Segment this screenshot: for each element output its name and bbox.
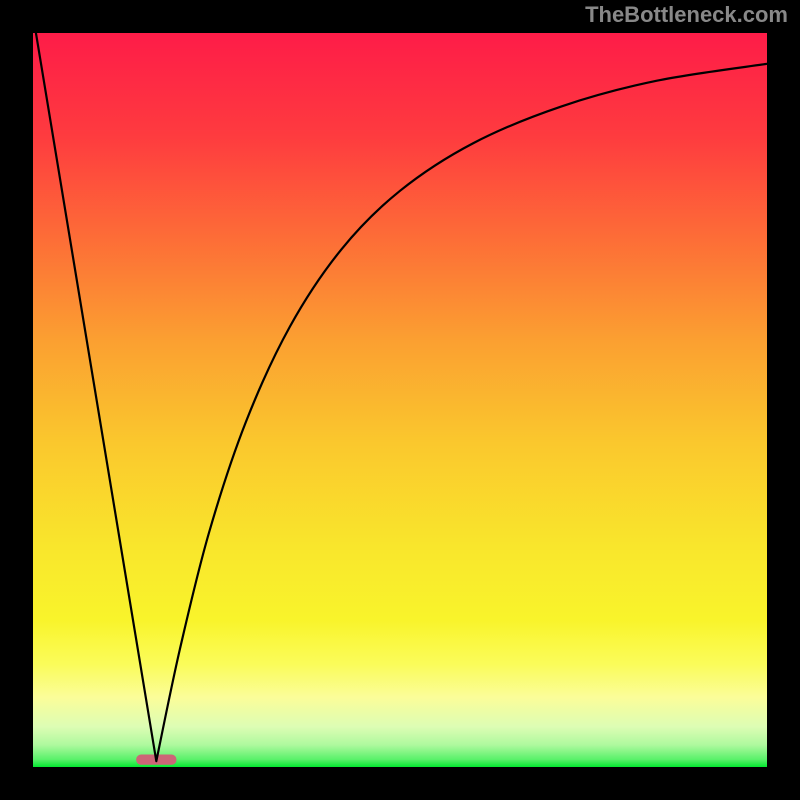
chart-gradient-background [33,33,767,767]
bottleneck-chart [0,0,800,800]
watermark-text: TheBottleneck.com [585,2,788,28]
